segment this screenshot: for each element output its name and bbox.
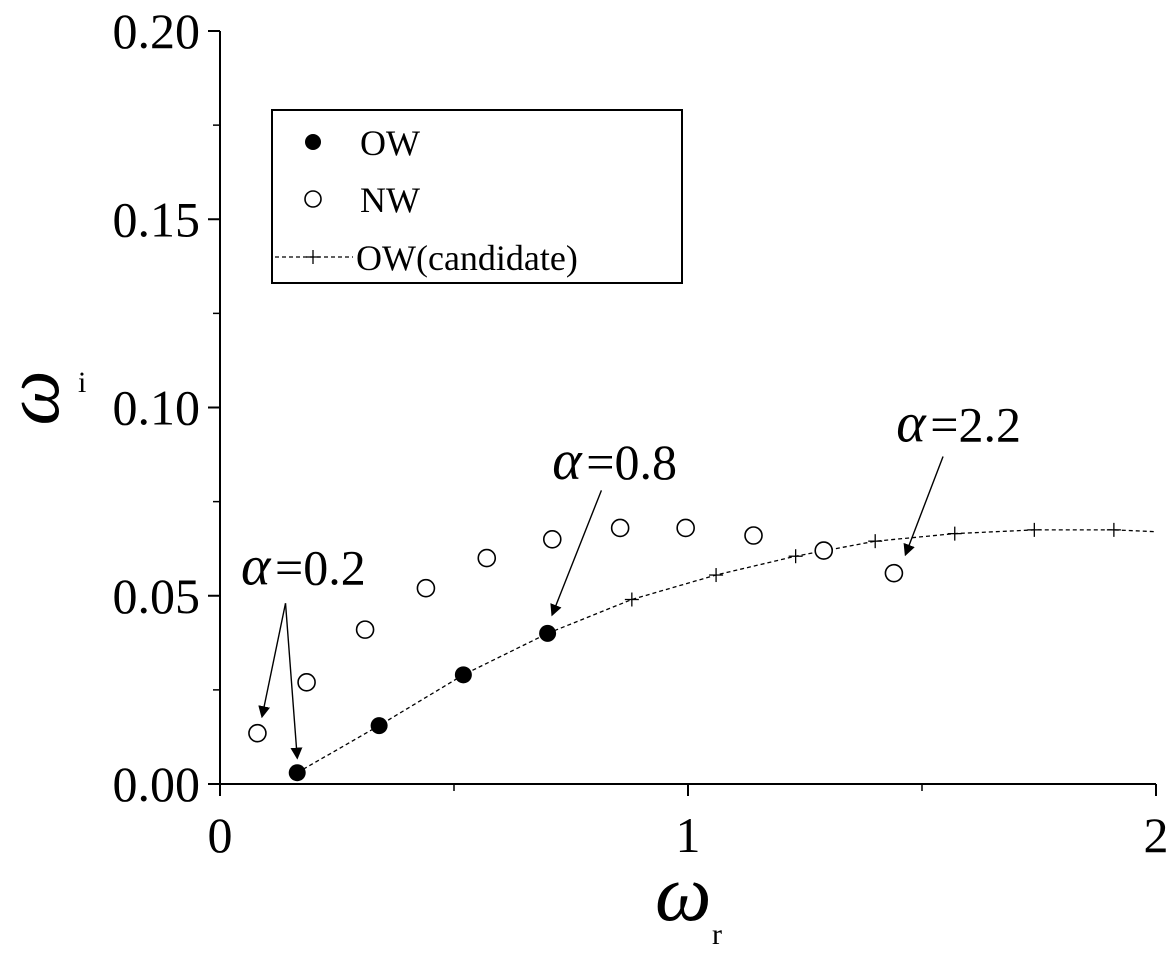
annotations: α =0.2α =0.8α =2.2 [241, 392, 1021, 760]
data-point-ow [454, 666, 472, 684]
y-tick-label: 0.00 [113, 756, 201, 812]
data-point-nw [297, 673, 316, 692]
data-point-nw [416, 578, 436, 598]
data-point-ow [288, 764, 306, 782]
data-point-nw [355, 620, 375, 639]
annotation-symbol: α [896, 392, 927, 454]
data-point-nw [884, 563, 904, 583]
annotation-22: α =2.2 [896, 392, 1021, 557]
series-ow-candidate- [296, 529, 1157, 774]
data-point-nw [676, 518, 695, 538]
data-point-nw [248, 723, 267, 743]
annotation-arrow [258, 603, 287, 719]
y-tick-label: 0.20 [113, 3, 201, 59]
data-point-candidate [868, 534, 883, 549]
annotation-symbol: α [552, 430, 583, 492]
legend-marker-ow [305, 134, 321, 150]
data-point-candidate [709, 568, 724, 583]
data-point-candidate [624, 592, 639, 607]
ticks [208, 30, 1157, 796]
data-point-ow [539, 624, 557, 642]
x-axis-symbol: ω [655, 850, 711, 938]
y-tick-label: 0.05 [113, 568, 201, 624]
x-tick-label: 1 [676, 807, 701, 863]
legend: OW NW OW(candidate) [271, 109, 683, 284]
legend-label-candidate: OW(candidate) [356, 238, 578, 278]
legend-marker-nw [304, 190, 322, 208]
y-tick-label: 0.10 [113, 380, 201, 436]
data-point-candidate [788, 549, 803, 564]
data-point-nw [814, 541, 834, 560]
y-tick-label: 0.15 [113, 191, 201, 247]
annotation-arrow [550, 490, 603, 617]
annotation-value: =0.2 [275, 539, 366, 595]
annotation-value: =2.2 [930, 396, 1021, 452]
data-point-candidate [1106, 522, 1121, 537]
annotation-arrow [284, 603, 303, 760]
annotation-02: α =0.2 [241, 535, 366, 760]
data-point-candidate [947, 526, 962, 541]
data-point-nw [542, 529, 562, 549]
x-tick-label: 0 [208, 807, 233, 863]
markers-ow-candidate- [290, 522, 1121, 780]
markers-ow [288, 624, 557, 782]
annotation-08: α =0.8 [550, 430, 677, 617]
series-line [296, 529, 1157, 774]
x-axis-label: ω r [655, 850, 722, 951]
series-layer [248, 518, 1157, 782]
data-point-candidate [1027, 522, 1042, 537]
annotation-arrow [903, 456, 944, 557]
legend-label-nw: NW [360, 180, 420, 220]
legend-label-ow: OW [360, 123, 420, 163]
markers-nw [248, 518, 904, 743]
annotation-symbol: α [241, 535, 272, 597]
data-point-ow [370, 717, 388, 735]
tick-labels: 0.00 0.05 0.10 0.15 0.20 0 1 2 [113, 3, 1169, 863]
x-axis-subscript: r [712, 918, 722, 951]
y-axis-symbol: ω [0, 370, 75, 425]
data-point-nw [744, 526, 763, 545]
y-axis-subscript: i [78, 366, 86, 399]
legend-box [271, 109, 683, 284]
data-point-nw [610, 518, 630, 538]
x-tick-label: 2 [1144, 807, 1169, 863]
data-point-nw [477, 548, 497, 568]
y-axis-label: ω i [0, 366, 86, 426]
annotation-value: =0.8 [586, 434, 677, 490]
